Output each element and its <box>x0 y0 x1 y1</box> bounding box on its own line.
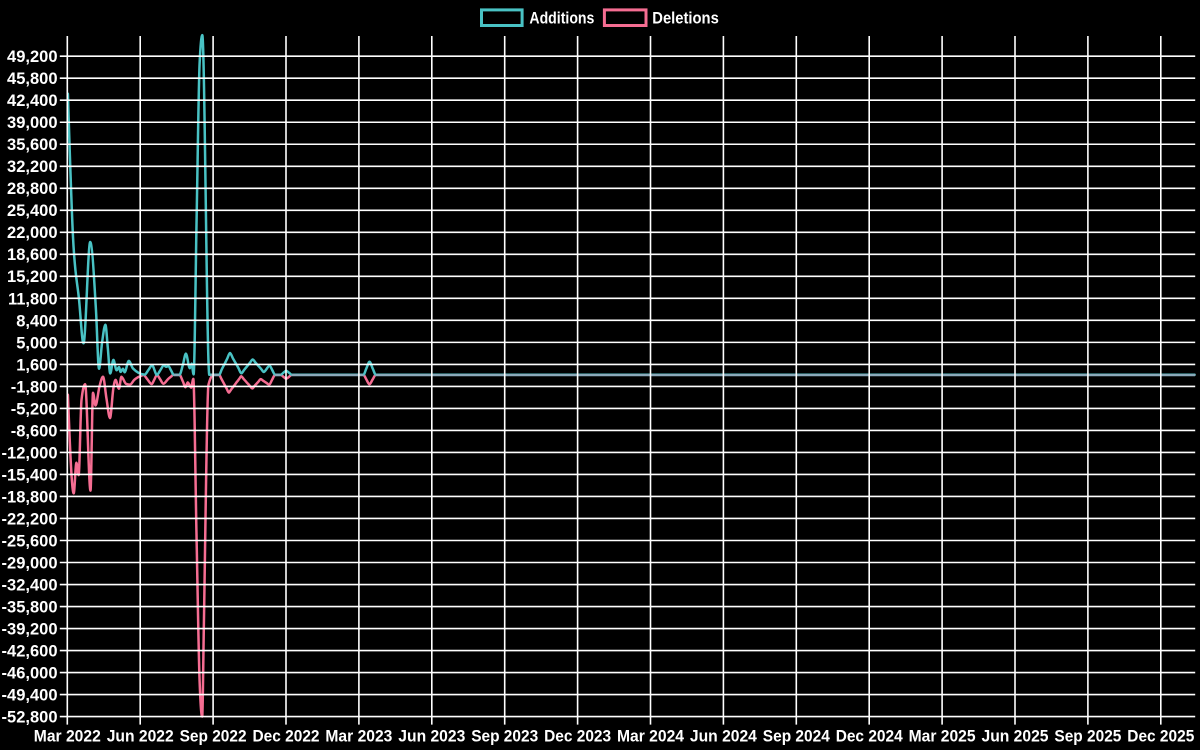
svg-text:Dec 2022: Dec 2022 <box>253 728 320 746</box>
svg-text:Mar 2024: Mar 2024 <box>617 728 685 746</box>
svg-text:Jun 2022: Jun 2022 <box>107 728 174 746</box>
svg-text:-1,800: -1,800 <box>11 378 58 396</box>
svg-text:-52,800: -52,800 <box>2 709 58 727</box>
svg-text:45,800: 45,800 <box>7 70 57 88</box>
svg-text:-32,400: -32,400 <box>2 576 58 594</box>
svg-text:-12,000: -12,000 <box>2 444 58 462</box>
svg-text:Sep 2022: Sep 2022 <box>180 728 247 746</box>
svg-text:35,600: 35,600 <box>7 136 57 154</box>
svg-text:25,400: 25,400 <box>7 202 57 220</box>
svg-text:Dec 2025: Dec 2025 <box>1127 728 1194 746</box>
svg-text:Deletions: Deletions <box>652 10 719 28</box>
svg-text:-35,800: -35,800 <box>2 598 58 616</box>
svg-text:8,400: 8,400 <box>16 312 57 330</box>
svg-text:-46,000: -46,000 <box>2 664 58 682</box>
svg-text:Jun 2023: Jun 2023 <box>398 728 465 746</box>
svg-text:42,400: 42,400 <box>7 92 57 110</box>
svg-text:Mar 2025: Mar 2025 <box>909 728 976 746</box>
svg-text:1,600: 1,600 <box>16 356 57 374</box>
svg-text:-29,000: -29,000 <box>2 554 58 572</box>
svg-text:-8,600: -8,600 <box>11 422 58 440</box>
svg-text:Sep 2024: Sep 2024 <box>763 728 831 746</box>
svg-text:Jun 2024: Jun 2024 <box>690 728 758 746</box>
svg-text:-39,200: -39,200 <box>2 620 58 638</box>
svg-text:Additions: Additions <box>529 10 594 28</box>
svg-text:Mar 2022: Mar 2022 <box>34 728 101 746</box>
svg-text:-15,400: -15,400 <box>2 466 58 484</box>
svg-text:49,200: 49,200 <box>7 48 57 66</box>
svg-text:15,200: 15,200 <box>7 268 57 286</box>
svg-text:Dec 2023: Dec 2023 <box>544 728 611 746</box>
svg-text:5,000: 5,000 <box>16 334 57 352</box>
svg-text:-49,400: -49,400 <box>2 686 58 704</box>
svg-text:-22,200: -22,200 <box>2 510 58 528</box>
svg-text:Dec 2024: Dec 2024 <box>836 728 904 746</box>
svg-text:Sep 2023: Sep 2023 <box>471 728 538 746</box>
svg-text:39,000: 39,000 <box>7 114 57 132</box>
svg-text:-5,200: -5,200 <box>11 400 58 418</box>
svg-text:28,800: 28,800 <box>7 180 57 198</box>
svg-text:-18,800: -18,800 <box>2 488 58 506</box>
svg-text:32,200: 32,200 <box>7 158 57 176</box>
svg-text:22,000: 22,000 <box>7 224 57 242</box>
svg-text:11,800: 11,800 <box>8 290 58 308</box>
svg-text:Sep 2025: Sep 2025 <box>1054 728 1121 746</box>
svg-text:Mar 2023: Mar 2023 <box>325 728 392 746</box>
svg-text:Jun 2025: Jun 2025 <box>982 728 1049 746</box>
svg-text:18,600: 18,600 <box>7 246 57 264</box>
svg-text:-25,600: -25,600 <box>2 532 58 550</box>
svg-text:-42,600: -42,600 <box>2 642 58 660</box>
